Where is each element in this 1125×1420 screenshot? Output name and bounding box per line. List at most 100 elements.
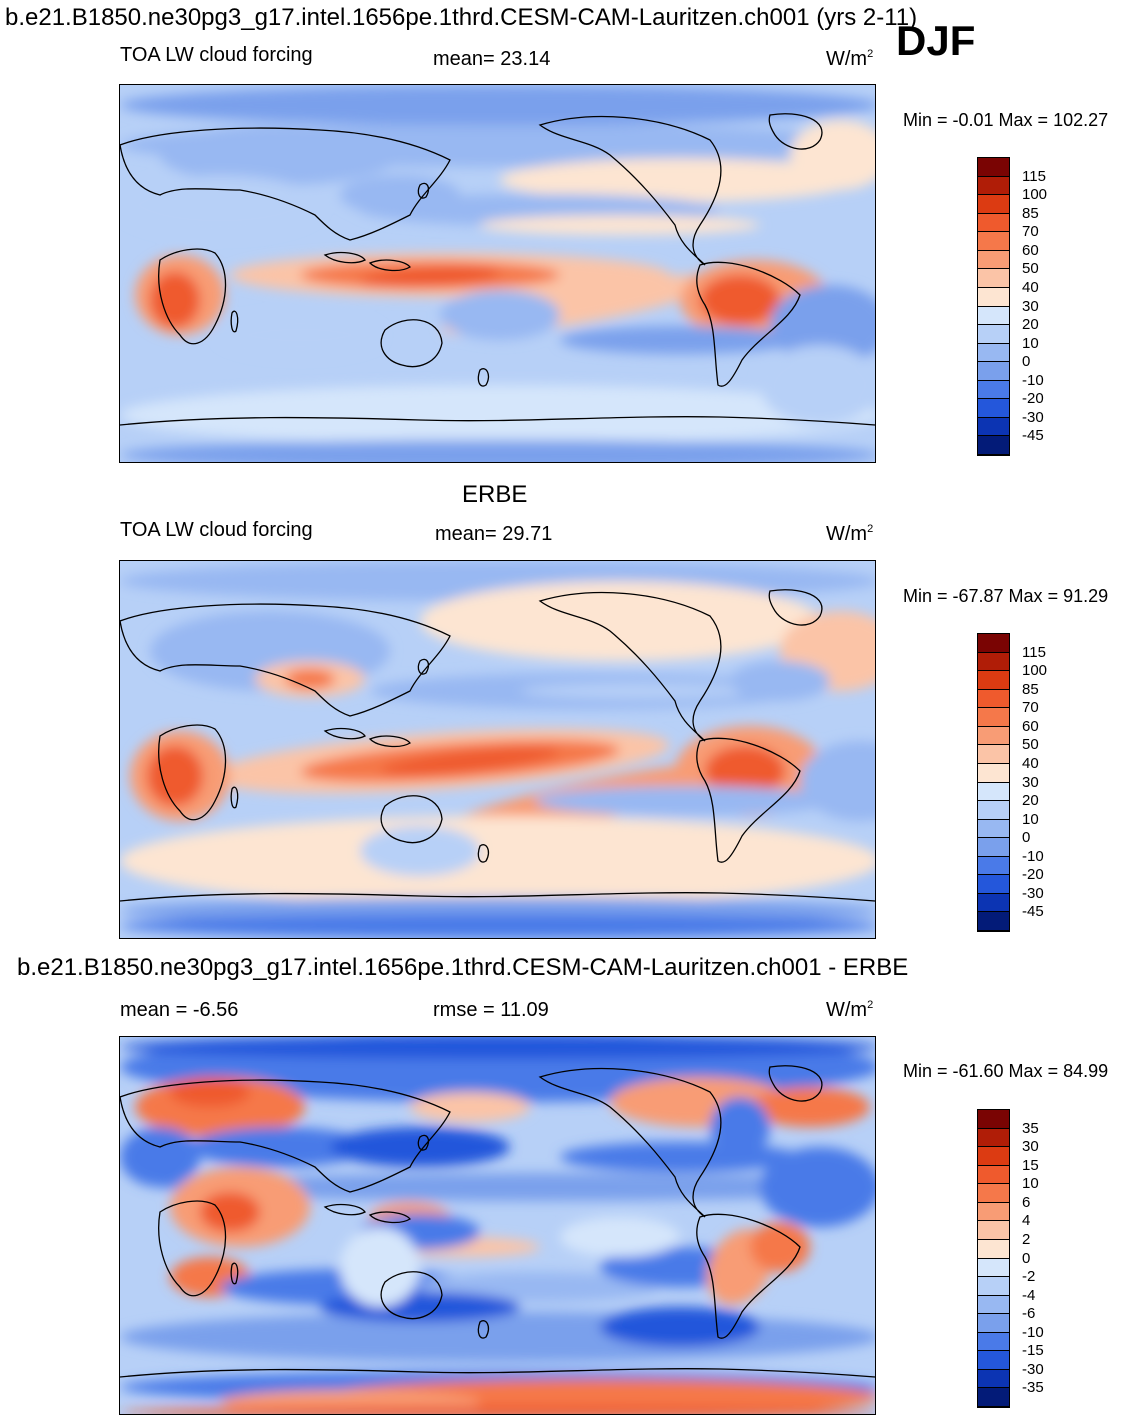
colorbar-tick-label: 15 [1022,1156,1039,1174]
colorbar-box [978,287,1009,307]
page-title: b.e21.B1850.ne30pg3_g17.intel.1656pe.1th… [5,4,918,31]
colorbar-box [978,269,1009,288]
colorbar-tick-label: 60 [1022,717,1039,735]
colorbar-box [978,1202,1009,1222]
coastline [120,416,875,426]
field-contour [730,661,830,701]
coastline [368,1211,411,1224]
panel1-colorbar: 115 100 85 70 60 50 40 30 20 10 0 -10 -20 -30 -45 [977,157,1047,456]
field-contour [440,290,560,340]
colorbar-tick-label: 0 [1022,1249,1031,1267]
field-contour [480,215,760,235]
colorbar-tick-label: 2 [1022,1230,1031,1248]
panel2-colorbar: 115 100 85 70 60 50 40 30 20 10 0 -10 -20 -30 -45 [977,633,1047,932]
colorbar-tick-label: -20 [1022,866,1044,884]
coastline [380,319,443,368]
colorbar-box [978,176,1009,196]
field-contour [190,1127,370,1167]
panel3-title: b.e21.B1850.ne30pg3_g17.intel.1656pe.1th… [17,954,909,981]
colorbar-tick-label: 115 [1022,167,1046,185]
colorbar-tick-label: 20 [1022,316,1039,334]
colorbar-tick-label: 85 [1022,204,1039,222]
colorbar-box [978,213,1009,233]
colorbar-box [978,652,1009,672]
field-contour [120,385,875,445]
field-contour [120,440,875,462]
colorbar-tick-label: -30 [1022,1360,1044,1378]
colorbar-tick-label: 100 [1022,662,1048,680]
field-contour [160,1173,875,1201]
colorbar-tick-label: -10 [1022,1323,1044,1341]
coastline [768,113,823,150]
colorbar-box [978,801,1009,820]
coastline [477,844,490,863]
coastline [120,1368,875,1378]
colorbar-tick-label: 6 [1022,1193,1031,1211]
field-contour [800,741,875,821]
colorbar-tick-label: 50 [1022,260,1039,278]
colorbar-tick-label: -45 [1022,427,1044,445]
colorbar-box [978,158,1009,177]
panel1-units: W/m2 [826,48,874,70]
colorbar-tick-label: -45 [1022,903,1044,921]
colorbar-tick-label: 100 [1022,186,1048,204]
field-contour [120,1037,875,1059]
panel3-mean: mean = -6.56 [120,999,239,1021]
field-contour [220,315,380,355]
field-contour [750,1087,870,1127]
map-svg [120,561,875,938]
coastline [380,1271,443,1320]
colorbar-box [978,875,1009,894]
panel2-map [119,560,876,939]
colorbar-box [978,1165,1009,1185]
colorbar-box [978,708,1009,727]
field-contour [340,1227,420,1307]
field-contour [120,1127,200,1187]
field-contour [147,746,203,806]
panel1-mean: mean= 23.14 [433,48,551,70]
coastline [417,182,430,199]
coastline [120,892,875,902]
colorbar-tick-label: 70 [1022,223,1039,241]
field-contour [330,1127,510,1167]
colorbar-box [978,763,1009,783]
panel3-rmse: rmse = 11.09 [433,999,549,1021]
colorbar-tick-label: 40 [1022,754,1039,772]
colorbar-tick-label: -30 [1022,408,1044,426]
colorbar-box [978,1147,1009,1166]
field-contour [120,85,875,125]
field-contour [535,786,835,816]
colorbar-box [978,819,1009,839]
coastline [368,735,411,748]
panel3-minmax: Min = -61.60 Max = 84.99 [903,1061,1109,1081]
panel2-minmax: Min = -67.87 Max = 91.29 [903,586,1109,606]
coastline [696,261,801,387]
field-contour [340,175,460,215]
colorbar-tick-label: 0 [1022,353,1031,371]
panel1-minmax: Min = -0.01 Max = 102.27 [903,110,1109,130]
panel3-map [119,1036,876,1415]
panel2-title: ERBE [462,481,528,508]
colorbar-tick-label: -15 [1022,1342,1044,1360]
colorbar-box [978,1221,1009,1240]
field-contour [150,272,200,328]
field-contour [560,1217,680,1257]
colorbar-box [978,1332,1009,1352]
field-contour [120,175,320,235]
field-contour [120,1312,875,1362]
colorbar-box [978,1369,1009,1389]
colorbar-box [978,671,1009,690]
coastline [230,1262,239,1285]
colorbar-tick-label: -10 [1022,847,1044,865]
colorbar-tick-label: 115 [1022,643,1046,661]
field-contour [120,914,875,938]
coastline [158,248,227,345]
panel1-map [119,84,876,463]
panel2-mean: mean= 29.71 [435,523,553,545]
colorbar-tick-label: -6 [1022,1305,1036,1323]
colorbar-tick-label: -4 [1022,1286,1036,1304]
field-contour [360,265,500,289]
field-contour [380,747,560,775]
field-contour [360,826,480,876]
coastline [158,724,227,821]
